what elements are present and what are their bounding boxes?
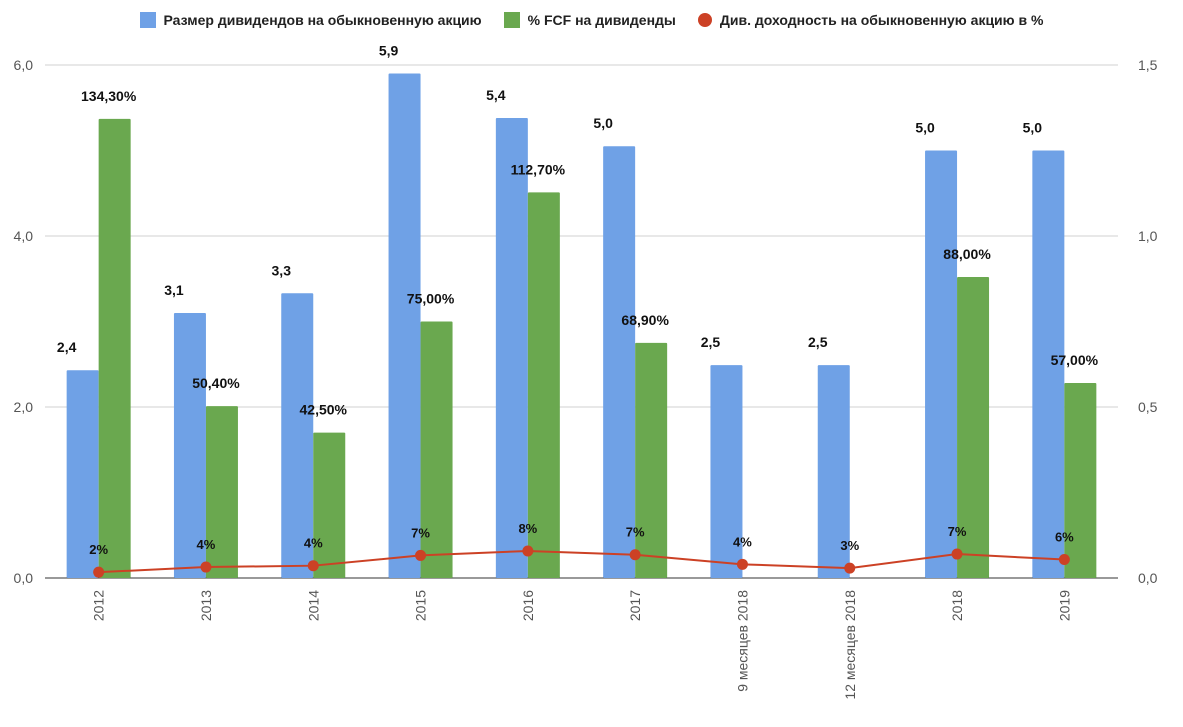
bar-dividend-size [281,293,314,578]
y-left-tick-label: 2,0 [14,399,34,415]
x-tick-label: 2016 [520,590,536,621]
legend-item-fcf-share: % FCF на дивиденды [503,12,676,28]
data-label-dividend-yield: 8% [518,521,537,536]
data-label-fcf-share: 68,90% [621,312,669,328]
bar-fcf-share [957,277,990,578]
legend-swatch-fcf-share [503,12,520,28]
data-label-dividend-yield: 4% [304,536,323,551]
data-label-dividend-size: 3,3 [272,262,292,278]
data-label-fcf-share: 75,00% [407,291,455,307]
x-tick-label: 2018 [949,590,965,621]
legend-label-dividend-yield: Див. доходность на обыкновенную акцию в … [719,12,1044,28]
data-label-dividend-yield: 4% [733,534,752,549]
point-dividend-yield [1058,554,1070,566]
legend-swatch-dividend-yield [697,13,712,27]
data-label-dividend-yield: 2% [89,542,108,557]
x-tick-label: 2013 [198,590,214,621]
data-label-fcf-share: 134,30% [81,88,137,104]
x-tick-label: 12 месяцев 2018 [842,590,858,700]
bar-fcf-share [635,342,668,578]
bar-dividend-size [817,365,850,578]
point-dividend-yield [307,560,319,572]
legend-item-dividend-yield: Див. доходность на обыкновенную акцию в … [697,12,1044,28]
bar-dividend-size [66,370,99,578]
bar-fcf-share [527,192,560,578]
line-dividend-yield [98,549,1065,574]
bar-dividend-size [495,118,528,578]
data-label-dividend-size: 2,5 [808,334,828,350]
data-label-dividend-yield: 6% [1055,530,1074,545]
point-dividend-yield [844,562,856,574]
point-dividend-yield [200,561,212,573]
data-label-dividend-size: 2,5 [701,334,721,350]
x-tick-label: 2019 [1056,590,1072,621]
point-dividend-yield [629,549,641,561]
y-left-tick-label: 4,0 [14,228,34,244]
data-label-dividend-size: 5,9 [379,43,399,59]
data-label-dividend-yield: 3% [840,538,859,553]
data-label-fcf-share: 42,50% [300,402,348,418]
bar-dividend-size [925,150,958,578]
y-right-tick-label: 1,5 [1138,57,1158,73]
bar-dividend-size [388,73,421,579]
bar-fcf-share [205,406,238,578]
point-dividend-yield [93,566,105,578]
x-tick-label: 2012 [91,590,107,621]
point-dividend-yield [522,545,534,557]
bar-fcf-share [420,321,453,578]
data-label-dividend-size: 5,0 [1023,120,1043,136]
data-label-dividend-size: 5,0 [915,120,935,136]
data-label-fcf-share: 112,70% [511,161,566,177]
legend-label-dividend-size: Размер дивидендов на обыкновенную акцию [163,12,482,28]
bar-dividend-size [1032,150,1065,578]
x-tick-label: 2014 [305,590,321,621]
data-label-fcf-share: 88,00% [943,246,991,262]
y-right-tick-label: 1,0 [1138,228,1158,244]
y-left-tick-label: 6,0 [14,57,34,73]
y-right-tick-label: 0,5 [1138,399,1158,415]
point-dividend-yield [736,558,748,570]
data-label-dividend-size: 2,4 [57,339,77,355]
data-label-dividend-yield: 7% [626,525,645,540]
data-label-dividend-yield: 7% [948,524,967,539]
y-right-tick-label: 0,0 [1138,570,1158,586]
data-label-dividend-yield: 4% [197,537,216,552]
point-dividend-yield [415,549,427,561]
bar-dividend-size [173,312,206,578]
x-tick-label: 2017 [627,590,643,621]
x-tick-label: 2015 [413,590,429,621]
x-tick-label: 9 месяцев 2018 [734,590,750,692]
bar-fcf-share [1064,383,1097,578]
legend-label-fcf-share: % FCF на дивиденды [527,12,676,28]
y-left-tick-label: 0,0 [14,570,34,586]
point-dividend-yield [951,548,963,560]
data-label-fcf-share: 57,00% [1051,352,1099,368]
legend: Размер дивидендов на обыкновенную акцию … [0,12,1183,28]
bar-dividend-size [603,146,636,578]
data-label-dividend-yield: 7% [411,525,430,540]
legend-swatch-dividend-size [139,12,156,28]
bar-dividend-size [710,365,743,578]
data-label-dividend-size: 5,4 [486,87,506,103]
legend-item-dividend-size: Размер дивидендов на обыкновенную акцию [139,12,482,28]
data-label-fcf-share: 50,40% [192,375,240,391]
bar-fcf-share [98,118,131,579]
data-label-dividend-size: 5,0 [593,115,613,131]
bar-fcf-share [313,432,346,578]
data-label-dividend-size: 3,1 [164,282,184,298]
